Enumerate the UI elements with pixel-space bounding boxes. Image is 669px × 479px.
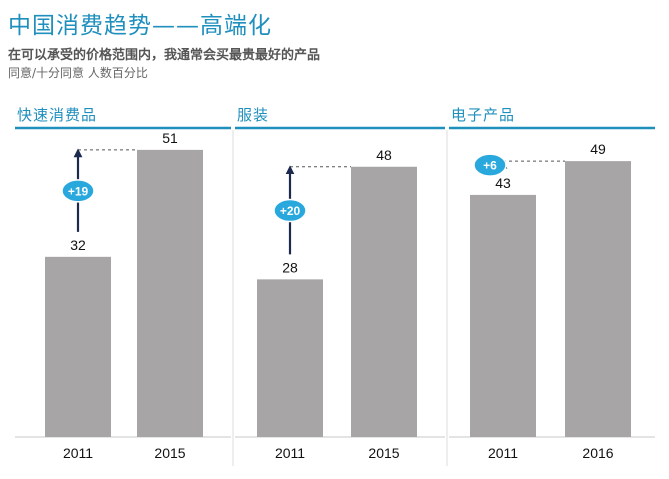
bar-2011 xyxy=(45,256,111,437)
bar-value-label: 32 xyxy=(70,237,86,253)
change-badge xyxy=(273,198,307,223)
chart-panel-1: 快速消费品 32 2011 51 2015 +19 xyxy=(15,106,231,461)
bar-value-label: 49 xyxy=(590,141,606,157)
unit-note: 同意/十分同意 人数百分比 xyxy=(8,66,148,80)
category-tick-label: 2015 xyxy=(368,445,399,461)
bar-2016 xyxy=(565,161,631,437)
change-badge xyxy=(61,179,95,203)
panel-title: 服装 xyxy=(237,106,269,124)
change-badge-label: +19 xyxy=(68,184,89,198)
change-badge-label: +20 xyxy=(280,204,301,218)
bar-value-label: 28 xyxy=(282,259,298,275)
bar-2011 xyxy=(470,194,536,437)
bar-2015 xyxy=(351,166,417,437)
page-title: 中国消费趋势——高端化 xyxy=(8,13,272,39)
change-badge-label: +6 xyxy=(483,159,497,173)
panel-title: 电子产品 xyxy=(451,106,515,124)
bar-2011 xyxy=(257,279,323,437)
bar-2015 xyxy=(137,149,203,437)
category-tick-label: 2015 xyxy=(154,445,185,461)
bar-value-label: 48 xyxy=(376,147,392,163)
category-tick-label: 2011 xyxy=(63,445,93,461)
bar-value-label: 51 xyxy=(162,130,178,146)
category-tick-label: 2016 xyxy=(582,445,613,461)
panel-title: 快速消费品 xyxy=(17,106,97,124)
chart-panel-2: 服装 28 2011 48 2015 +20 xyxy=(235,106,445,461)
chart-panel-3: 电子产品 43 2011 49 2016 +6 xyxy=(449,106,655,461)
bar-value-label: 43 xyxy=(495,175,511,191)
change-badge xyxy=(473,153,507,177)
category-tick-label: 2011 xyxy=(275,445,305,461)
page-subtitle: 在可以承受的价格范围内，我通常会买最贵最好的产品 xyxy=(8,48,321,63)
category-tick-label: 2011 xyxy=(488,445,518,461)
